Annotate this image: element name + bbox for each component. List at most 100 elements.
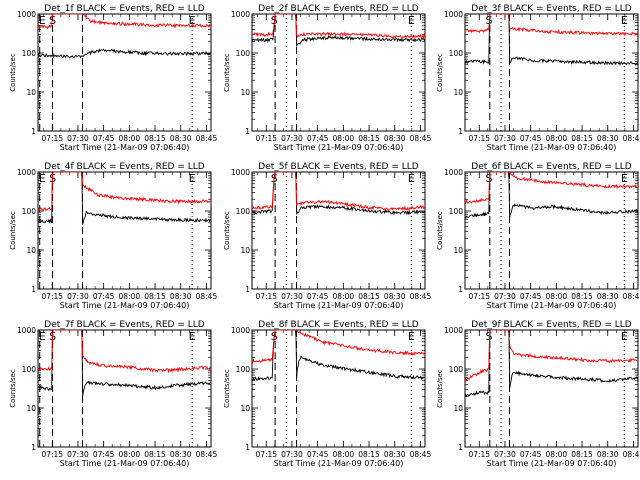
events-series-line <box>465 172 638 219</box>
interval-marker-s: S <box>485 14 492 27</box>
plot-frame <box>251 13 426 132</box>
interval-marker-s: S <box>49 14 56 27</box>
y-axis-label: Counts/sec <box>9 211 17 250</box>
x-tick-label: 07:15 <box>468 134 490 143</box>
x-tick-label: 08:15 <box>571 450 593 459</box>
x-tick-label: 08:00 <box>119 292 141 301</box>
y-tick-label: 100 <box>449 207 464 216</box>
x-axis-label: Start Time (21-Mar-09 07:06:40) <box>487 301 617 310</box>
plot-frame <box>37 13 212 132</box>
lld-series-line <box>38 14 211 30</box>
y-tick-label: 10 <box>240 404 250 413</box>
x-tick-label: 08:00 <box>119 450 141 459</box>
y-tick-label: 10 <box>26 246 36 255</box>
y-tick-label: 1 <box>245 443 250 452</box>
x-tick-label: 08:00 <box>333 292 355 301</box>
x-tick-label: 08:30 <box>170 134 192 143</box>
x-tick-label: 08:30 <box>597 450 619 459</box>
y-axis-label: Counts/sec <box>9 369 17 408</box>
x-tick-label: 07:30 <box>494 450 516 459</box>
interval-marker-e: E <box>621 330 628 343</box>
x-tick-label: 07:30 <box>281 292 303 301</box>
y-tick-label: 1000 <box>231 168 250 177</box>
x-tick-label: 08:15 <box>144 134 166 143</box>
x-tick-label: 07:15 <box>468 292 490 301</box>
y-tick-label: 10 <box>453 246 463 255</box>
detector-plot-5: Det_5f BLACK = Events, RED = LLD 1 10 100 10… <box>223 162 431 310</box>
x-tick-label: 07:45 <box>93 134 115 143</box>
x-axis-label: Start Time (21-Mar-09 07:06:40) <box>274 459 404 468</box>
plot-title: Det_4f BLACK = Events, RED = LLD <box>44 162 204 172</box>
x-tick-label: 08:00 <box>119 134 141 143</box>
x-axis-label: Start Time (21-Mar-09 07:06:40) <box>274 143 404 152</box>
x-tick-label: 07:30 <box>67 292 89 301</box>
y-tick-label: 100 <box>449 49 464 58</box>
events-series-line <box>38 330 211 397</box>
y-tick-label: 1000 <box>231 326 250 335</box>
x-axis-label: Start Time (21-Mar-09 07:06:40) <box>487 459 617 468</box>
x-tick-label: 07:15 <box>468 450 490 459</box>
x-tick-label: 08:00 <box>333 134 355 143</box>
x-tick-label: 08:45 <box>623 292 640 301</box>
y-tick-label: 100 <box>236 365 251 374</box>
plot-title: Det_8f BLACK = Events, RED = LLD <box>258 320 418 330</box>
y-tick-label: 100 <box>449 365 464 374</box>
x-tick-label: 07:15 <box>255 292 277 301</box>
y-axis-label: Counts/sec <box>436 211 444 250</box>
x-tick-label: 08:45 <box>196 134 218 143</box>
events-series-line <box>252 330 425 381</box>
y-tick-label: 100 <box>22 365 37 374</box>
detector-plot-2: Det_2f BLACK = Events, RED = LLD 1 10 100 10… <box>223 4 431 152</box>
interval-marker-e: E <box>408 172 415 185</box>
plot-title: Det_6f BLACK = Events, RED = LLD <box>471 162 631 172</box>
plot-title: Det_2f BLACK = Events, RED = LLD <box>258 4 418 14</box>
x-tick-label: 08:15 <box>358 450 380 459</box>
plot-frame <box>251 171 426 290</box>
interval-marker-e: E <box>189 330 196 343</box>
y-tick-label: 10 <box>26 88 36 97</box>
y-tick-label: 1000 <box>231 10 250 19</box>
y-tick-label: 10 <box>453 88 463 97</box>
x-tick-label: 08:15 <box>144 450 166 459</box>
events-series-line <box>465 14 638 67</box>
x-tick-label: 07:45 <box>307 450 329 459</box>
x-tick-label: 07:30 <box>281 450 303 459</box>
lld-series-line <box>465 172 638 205</box>
y-tick-label: 1 <box>31 127 36 136</box>
y-tick-label: 10 <box>240 88 250 97</box>
lld-series-line <box>38 330 211 374</box>
x-axis-label: Start Time (21-Mar-09 07:06:40) <box>60 301 190 310</box>
plot-title: Det_7f BLACK = Events, RED = LLD <box>44 320 204 330</box>
lld-series-line <box>38 172 211 212</box>
plot-frame <box>37 171 212 290</box>
x-tick-label: 08:15 <box>144 292 166 301</box>
y-tick-label: 1 <box>458 127 463 136</box>
x-tick-label: 07:30 <box>67 134 89 143</box>
plot-frame <box>464 171 639 290</box>
x-tick-label: 08:45 <box>623 134 640 143</box>
y-tick-label: 100 <box>236 207 251 216</box>
x-tick-label: 08:45 <box>196 292 218 301</box>
x-tick-label: 07:45 <box>520 134 542 143</box>
x-tick-label: 08:00 <box>333 450 355 459</box>
y-tick-label: 1 <box>245 127 250 136</box>
interval-marker-s: S <box>485 172 492 185</box>
x-tick-label: 08:00 <box>546 292 568 301</box>
x-tick-label: 07:15 <box>41 134 63 143</box>
x-tick-label: 07:15 <box>41 450 63 459</box>
y-tick-label: 1 <box>458 285 463 294</box>
x-tick-label: 07:45 <box>93 450 115 459</box>
events-series-line <box>252 172 425 216</box>
plot-title: Det_3f BLACK = Events, RED = LLD <box>471 4 631 14</box>
x-axis-label: Start Time (21-Mar-09 07:06:40) <box>60 459 190 468</box>
x-tick-label: 08:30 <box>170 292 192 301</box>
x-tick-label: 08:30 <box>170 450 192 459</box>
x-tick-label: 07:30 <box>281 134 303 143</box>
x-tick-label: 08:45 <box>410 450 432 459</box>
x-tick-label: 08:15 <box>571 134 593 143</box>
x-tick-label: 08:30 <box>384 134 406 143</box>
x-tick-label: 08:45 <box>623 450 640 459</box>
y-tick-label: 1000 <box>444 10 463 19</box>
x-tick-label: 08:45 <box>410 134 432 143</box>
